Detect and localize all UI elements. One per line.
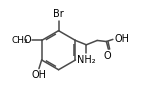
Text: O: O bbox=[104, 51, 112, 61]
Text: Br: Br bbox=[53, 9, 64, 19]
Text: OH: OH bbox=[31, 70, 46, 80]
Text: CH₃: CH₃ bbox=[11, 36, 28, 45]
Text: NH₂: NH₂ bbox=[77, 55, 96, 65]
Text: O: O bbox=[24, 35, 31, 45]
Text: OH: OH bbox=[115, 34, 130, 44]
